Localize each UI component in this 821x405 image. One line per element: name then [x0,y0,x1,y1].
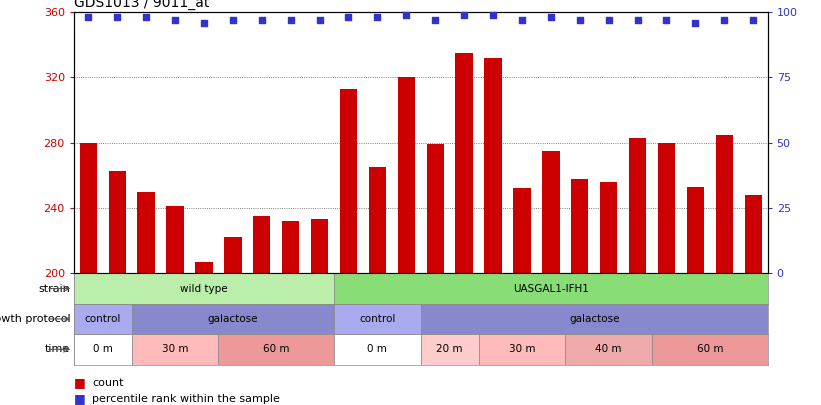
Bar [282,221,300,273]
Text: 30 m: 30 m [509,344,535,354]
Bar [716,134,733,273]
Bar [253,216,270,273]
Point [82,14,95,21]
Point [660,17,673,23]
Point [544,14,557,21]
Point [457,11,470,18]
Bar [167,207,184,273]
Bar [74,334,131,364]
Point [746,17,759,23]
Point [573,17,586,23]
Point [255,17,268,23]
Bar [137,192,155,273]
Text: 0 m: 0 m [368,344,388,354]
Text: 0 m: 0 m [93,344,112,354]
Bar [334,334,421,364]
Text: 60 m: 60 m [696,344,723,354]
Point [516,17,529,23]
Bar [369,167,386,273]
Text: galactose: galactose [208,314,258,324]
Bar [629,138,646,273]
Text: control: control [85,314,121,324]
Point [400,11,413,18]
Text: 40 m: 40 m [595,344,621,354]
Point [689,19,702,26]
Bar [74,273,334,304]
Point [342,14,355,21]
Point [718,17,731,23]
Bar [218,334,334,364]
Bar [421,334,479,364]
Point [602,17,615,23]
Text: growth protocol: growth protocol [0,314,71,324]
Text: time: time [45,344,71,354]
Point [140,14,153,21]
Point [487,11,500,18]
Bar [131,334,218,364]
Point [227,17,240,23]
Bar [421,304,768,334]
Point [284,17,297,23]
Bar [484,58,502,273]
Text: strain: strain [39,284,71,294]
Point [111,14,124,21]
Bar [427,145,444,273]
Bar [340,89,357,273]
Bar [456,53,473,273]
Text: 60 m: 60 m [263,344,290,354]
Bar [195,262,213,273]
Point [197,19,210,26]
Text: ■: ■ [74,392,85,405]
Text: 30 m: 30 m [162,344,188,354]
Bar [745,195,762,273]
Text: UASGAL1-IFH1: UASGAL1-IFH1 [513,284,589,294]
Bar [74,304,131,334]
Text: galactose: galactose [569,314,620,324]
Text: count: count [92,378,123,388]
Bar [397,77,415,273]
Text: percentile rank within the sample: percentile rank within the sample [92,394,280,404]
Bar [311,220,328,273]
Point [429,17,442,23]
Bar [571,179,589,273]
Bar [108,171,126,273]
Bar [334,273,768,304]
Bar [542,151,560,273]
Text: GDS1013 / 9011_at: GDS1013 / 9011_at [74,0,209,10]
Text: 20 m: 20 m [437,344,463,354]
Bar [686,187,704,273]
Point [313,17,326,23]
Point [631,17,644,23]
Bar [131,304,334,334]
Bar [224,237,241,273]
Bar [658,143,675,273]
Bar [479,334,566,364]
Bar [513,188,530,273]
Bar [80,143,97,273]
Bar [334,304,421,334]
Text: ■: ■ [74,376,85,389]
Bar [600,182,617,273]
Bar [566,334,652,364]
Text: control: control [360,314,396,324]
Point [371,14,384,21]
Bar [652,334,768,364]
Text: wild type: wild type [180,284,227,294]
Point [168,17,181,23]
